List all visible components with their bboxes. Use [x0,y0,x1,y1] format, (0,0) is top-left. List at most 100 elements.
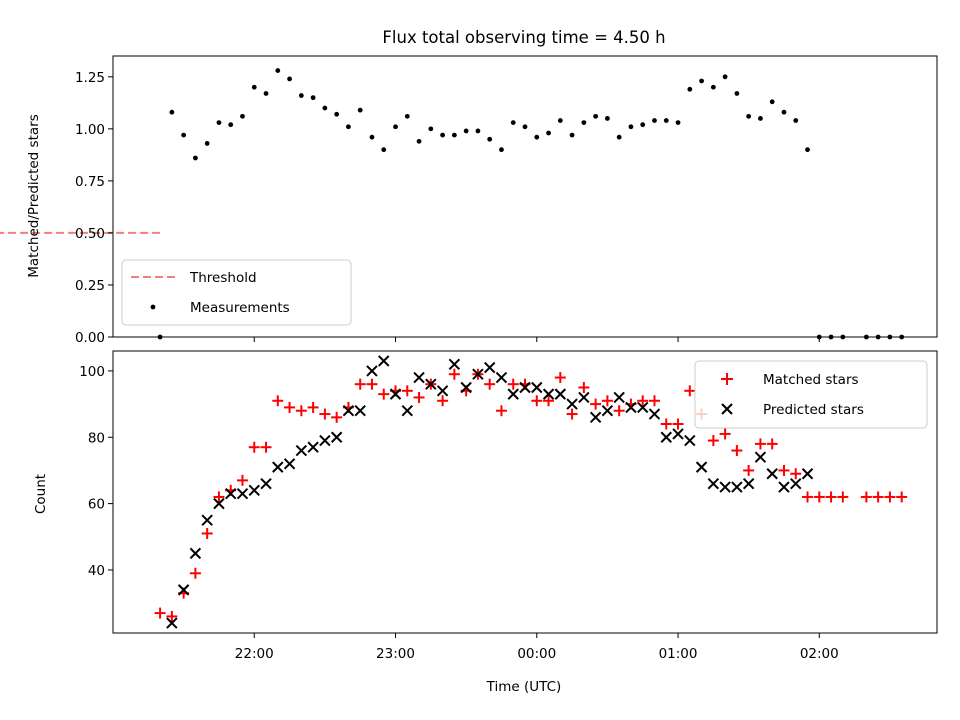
predicted-star-point [225,487,237,500]
predicted-star-point [672,428,684,440]
predicted-star-point [189,547,202,560]
bottom-xtick-label: 01:00 [659,646,698,662]
measurement-point [522,124,528,130]
matched-star-point [731,445,743,457]
predicted-star-point [166,617,178,629]
matched-star-point [578,381,590,393]
predicted-star-point [495,371,508,384]
matched-star-point [672,418,684,430]
matched-star-point [448,368,460,380]
predicted-star-point [201,514,213,526]
measurement-point [322,105,328,111]
top-ytick-label: 1.00 [75,122,105,138]
legend-measurements-swatch [150,304,156,310]
measurement-point [699,78,704,84]
predicted-star-point [578,391,590,404]
matched-star-point [507,378,519,390]
measurement-point [663,118,669,123]
predicted-star-point [472,368,484,380]
measurement-point [404,113,410,119]
measurement-point [369,134,375,140]
predicted-star-point [731,481,743,493]
measurement-point [228,122,234,128]
measurement-point [334,111,340,117]
matched-star-point [331,411,343,423]
matched-star-point [236,474,248,486]
bottom-axes-frame [112,350,938,634]
matched-star-point [437,395,449,407]
bottom-ytick-label: 40 [88,563,105,579]
legend-predicted-label: Predicted stars [763,402,864,418]
predicted-star-point [766,468,778,480]
predicted-star-point [378,355,390,367]
predicted-star-point [295,444,308,457]
matched-star-point [590,398,602,410]
predicted-star-point [425,378,437,390]
predicted-star-point [460,381,472,394]
matched-star-point [354,378,366,390]
measurement-point [581,120,587,126]
predicted-star-point [354,405,366,417]
top-ytick-label: 0.00 [75,330,105,346]
matched-star-point [802,491,814,503]
matched-star-point [248,441,260,453]
predicted-star-point [401,405,413,417]
matched-star-point [813,491,825,503]
top-legend-box [121,259,352,326]
top-y-ticks: 0.00 0.25 0.50 0.75 1.00 1.25 [75,70,113,346]
matched-star-point [154,607,166,619]
predicted-star-point [507,388,519,400]
top-axes-frame [112,55,938,338]
measurement-point [652,118,657,123]
bottom-legend: Matched stars Predicted stars [694,360,928,429]
predicted-star-point [413,371,425,384]
bottom-ytick-label: 60 [88,497,105,513]
measurement-point [310,95,316,101]
matched-star-point [613,405,625,417]
measurement-point [569,132,575,138]
legend-matched-label: Matched stars [763,372,859,388]
matched-star-point [601,395,613,407]
predicted-star-point [719,481,731,493]
measurement-point [557,118,563,123]
matched-star-point [307,401,319,413]
predicted-star-point [601,405,614,417]
matched-star-point [213,491,225,503]
matched-star-point [413,391,425,403]
matched-star-point [837,491,849,503]
measurement-point [546,130,551,136]
measurement-point [487,136,493,142]
matched-star-point [766,438,778,450]
predicted-star-point [319,434,331,447]
measurement-point [216,120,222,126]
measurement-point [251,84,257,90]
top-ytick-label: 1.25 [75,70,105,86]
measurement-point [440,132,445,138]
measurement-point [275,68,281,73]
matched-star-point [566,408,578,420]
predicted-star-point [366,365,378,377]
measurement-point [298,93,304,98]
matched-star-point [884,491,896,503]
measurement-point [181,132,187,138]
measurement-point [169,109,175,115]
predicted-star-point [236,487,249,500]
predicted-star-point [330,431,343,443]
matched-star-point [366,378,378,390]
predicted-star-point [448,358,461,370]
matched-star-point [531,395,543,407]
legend-measurements-label: Measurements [190,300,290,316]
matched-star-point [495,405,507,417]
measurement-point [769,99,775,105]
matched-star-point [260,441,272,453]
predicted-star-point [260,477,272,490]
predicted-star-point [531,381,543,394]
matched-star-point [166,610,178,622]
predicted-star-point [778,481,790,493]
legend-matched-swatch [721,373,733,385]
top-y-axis-label: Matched/Predicted stars [26,114,42,277]
matched-star-point [401,385,413,397]
measurement-point [263,91,269,96]
matched-star-point [790,468,802,480]
